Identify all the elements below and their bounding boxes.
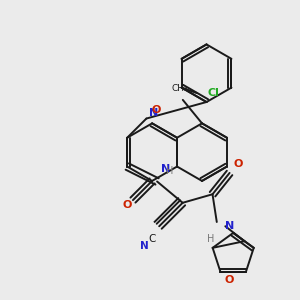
Text: H: H (166, 166, 173, 176)
Text: Cl: Cl (207, 88, 219, 98)
Text: O: O (234, 159, 243, 169)
Text: N: N (148, 108, 158, 118)
Text: O: O (123, 200, 132, 211)
Text: CH₃: CH₃ (171, 85, 188, 94)
Text: O: O (225, 275, 234, 285)
Text: O: O (152, 105, 161, 115)
Text: H: H (207, 234, 214, 244)
Text: N: N (225, 221, 235, 231)
Text: N: N (161, 164, 171, 174)
Text: N: N (140, 241, 148, 251)
Text: C: C (148, 234, 156, 244)
